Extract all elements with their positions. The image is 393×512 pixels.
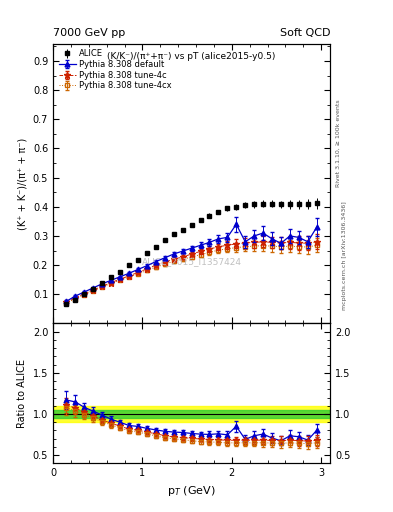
Text: (K/K⁻)/(π⁺+π⁻) vs pT (alice2015-y0.5): (K/K⁻)/(π⁺+π⁻) vs pT (alice2015-y0.5) [107,52,276,61]
Text: Rivet 3.1.10, ≥ 100k events: Rivet 3.1.10, ≥ 100k events [336,99,341,187]
Legend: ALICE, Pythia 8.308 default, Pythia 8.308 tune-4c, Pythia 8.308 tune-4cx: ALICE, Pythia 8.308 default, Pythia 8.30… [57,48,173,92]
Y-axis label: (K⁺ + K⁻)/(π⁺ + π⁻): (K⁺ + K⁻)/(π⁺ + π⁻) [17,137,27,229]
Text: Soft QCD: Soft QCD [280,28,330,38]
Text: ALICE_2015_I1357424: ALICE_2015_I1357424 [141,258,242,266]
Y-axis label: Ratio to ALICE: Ratio to ALICE [17,359,27,428]
X-axis label: p$_T$ (GeV): p$_T$ (GeV) [167,484,216,498]
Bar [53,410,330,418]
Text: 7000 GeV pp: 7000 GeV pp [53,28,125,38]
Bar [53,406,330,422]
Text: mcplots.cern.ch [arXiv:1306.3436]: mcplots.cern.ch [arXiv:1306.3436] [342,202,347,310]
